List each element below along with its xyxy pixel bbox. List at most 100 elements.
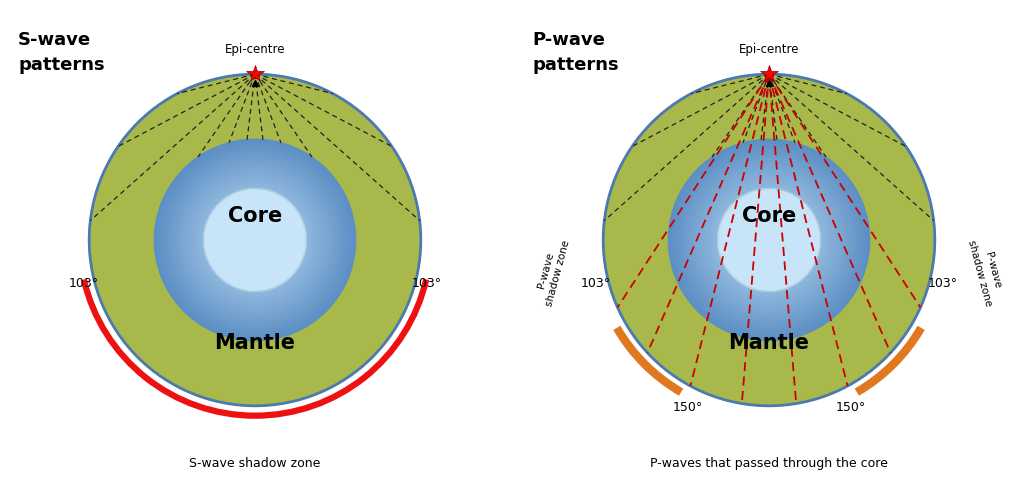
Circle shape xyxy=(253,238,257,242)
Circle shape xyxy=(738,210,799,270)
Text: Core: Core xyxy=(741,206,796,226)
Circle shape xyxy=(759,230,779,250)
Circle shape xyxy=(205,190,305,290)
Circle shape xyxy=(736,207,802,273)
Circle shape xyxy=(724,195,814,285)
Circle shape xyxy=(676,147,862,333)
Text: 150°: 150° xyxy=(673,401,702,414)
Circle shape xyxy=(767,238,771,242)
Circle shape xyxy=(167,152,343,328)
Text: P-waves that passed through the core: P-waves that passed through the core xyxy=(650,457,888,470)
Circle shape xyxy=(746,217,792,263)
Circle shape xyxy=(227,212,283,268)
Circle shape xyxy=(162,147,348,333)
Circle shape xyxy=(731,202,807,278)
Circle shape xyxy=(752,222,786,258)
Text: Mantle: Mantle xyxy=(214,333,296,353)
Circle shape xyxy=(187,172,323,308)
Circle shape xyxy=(711,182,827,298)
Text: Core: Core xyxy=(228,206,283,226)
Circle shape xyxy=(169,155,341,325)
Text: S-wave
patterns: S-wave patterns xyxy=(18,31,104,74)
Circle shape xyxy=(729,200,809,280)
Circle shape xyxy=(743,215,795,265)
Circle shape xyxy=(245,230,265,250)
Circle shape xyxy=(160,144,350,336)
Text: P-wave
patterns: P-wave patterns xyxy=(532,31,618,74)
Circle shape xyxy=(674,144,864,336)
Text: 103°: 103° xyxy=(412,276,441,289)
Text: P-wave
shadow zone: P-wave shadow zone xyxy=(531,236,571,308)
Circle shape xyxy=(698,169,840,311)
Circle shape xyxy=(678,149,859,331)
Text: S-wave shadow zone: S-wave shadow zone xyxy=(189,457,321,470)
Circle shape xyxy=(754,225,784,255)
Circle shape xyxy=(764,235,774,245)
Circle shape xyxy=(701,172,837,308)
Circle shape xyxy=(250,235,260,245)
Circle shape xyxy=(671,142,867,338)
Circle shape xyxy=(718,189,820,291)
Circle shape xyxy=(238,222,272,258)
Circle shape xyxy=(220,205,290,275)
Circle shape xyxy=(716,187,822,293)
Circle shape xyxy=(734,205,804,275)
Circle shape xyxy=(696,167,842,313)
Circle shape xyxy=(179,165,331,315)
Circle shape xyxy=(225,210,286,270)
Circle shape xyxy=(686,157,852,323)
Circle shape xyxy=(189,175,321,305)
Circle shape xyxy=(603,74,935,406)
Circle shape xyxy=(719,190,819,290)
Circle shape xyxy=(204,189,306,291)
Circle shape xyxy=(172,157,338,323)
Circle shape xyxy=(215,200,295,280)
Circle shape xyxy=(749,220,790,260)
Circle shape xyxy=(248,232,262,248)
Circle shape xyxy=(182,167,328,313)
Circle shape xyxy=(683,155,855,325)
Circle shape xyxy=(243,228,267,252)
Circle shape xyxy=(217,202,293,278)
Circle shape xyxy=(177,162,333,318)
Text: Epi-centre: Epi-centre xyxy=(224,43,286,57)
Circle shape xyxy=(691,162,847,318)
Circle shape xyxy=(693,165,845,315)
Circle shape xyxy=(714,185,824,295)
Circle shape xyxy=(688,159,850,321)
Circle shape xyxy=(726,197,812,283)
Text: 103°: 103° xyxy=(69,276,98,289)
Circle shape xyxy=(165,149,346,331)
Text: Mantle: Mantle xyxy=(728,333,810,353)
Circle shape xyxy=(210,195,300,285)
Text: 103°: 103° xyxy=(581,277,610,290)
Circle shape xyxy=(212,197,298,283)
Circle shape xyxy=(195,180,315,300)
Circle shape xyxy=(234,220,275,260)
Circle shape xyxy=(222,207,288,273)
Text: Epi-centre: Epi-centre xyxy=(738,43,800,57)
Circle shape xyxy=(200,185,310,295)
Circle shape xyxy=(174,159,336,321)
Circle shape xyxy=(193,177,317,303)
Circle shape xyxy=(155,139,355,341)
Circle shape xyxy=(229,215,281,265)
Circle shape xyxy=(681,152,857,328)
Circle shape xyxy=(240,225,270,255)
Circle shape xyxy=(89,74,421,406)
Circle shape xyxy=(669,139,869,341)
Circle shape xyxy=(202,187,308,293)
Circle shape xyxy=(232,217,278,263)
Circle shape xyxy=(157,142,353,338)
Circle shape xyxy=(741,212,797,268)
Text: 103°: 103° xyxy=(928,277,957,290)
Circle shape xyxy=(184,169,326,311)
Circle shape xyxy=(707,177,831,303)
Circle shape xyxy=(762,232,776,248)
Circle shape xyxy=(703,175,835,305)
Circle shape xyxy=(721,192,817,288)
Circle shape xyxy=(757,228,781,252)
Circle shape xyxy=(197,182,313,298)
Text: 150°: 150° xyxy=(836,401,865,414)
Circle shape xyxy=(709,180,829,300)
